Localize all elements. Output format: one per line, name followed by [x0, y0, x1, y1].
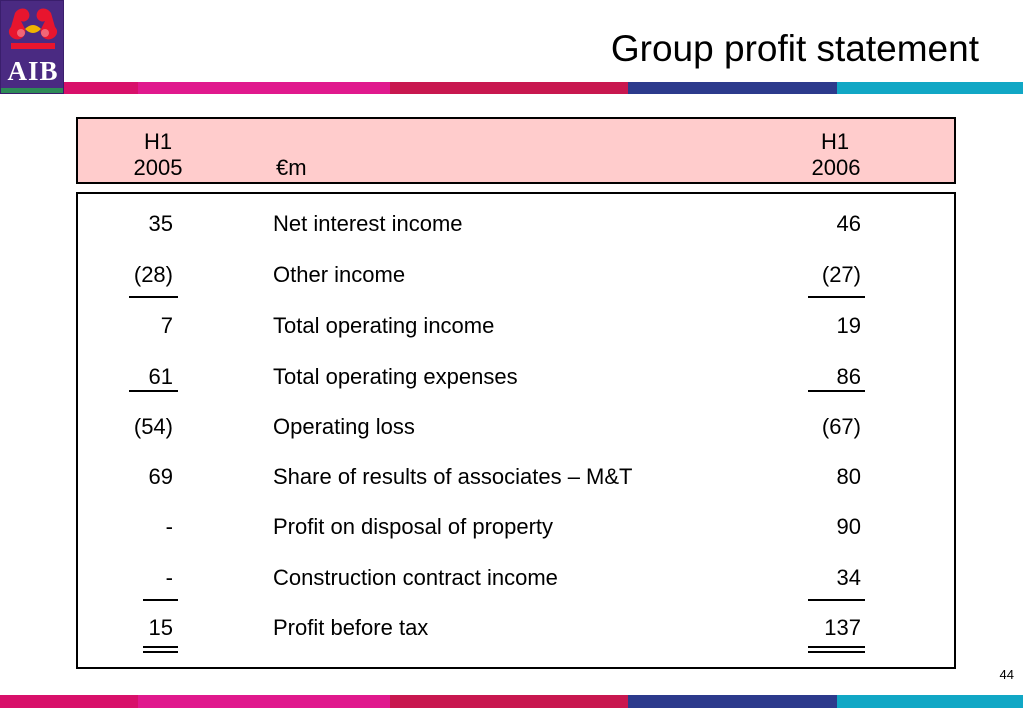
- value-2005-profit-before-tax: 15: [148, 615, 173, 640]
- value-2006-construction-contract-income: 34: [836, 565, 861, 590]
- label-share-of-results-associates: Share of results of associates – M&T: [273, 464, 633, 489]
- subtotal-rule-2006: [808, 390, 865, 392]
- logo-stripe: [1, 88, 63, 93]
- label-total-operating-income: Total operating income: [273, 313, 495, 338]
- color-bar-segment: [628, 82, 837, 94]
- value-2006-total-operating-expenses: 86: [836, 364, 861, 389]
- page-number: 44: [999, 667, 1014, 682]
- page-title: Group profit statement: [610, 28, 979, 69]
- color-bar-segment: [390, 82, 628, 94]
- header-unit: €m: [276, 155, 307, 180]
- total-double-rule-2005: [143, 651, 178, 653]
- subtotal-rule-2006: [808, 599, 865, 601]
- header-h1-2006-label: H1: [820, 129, 850, 154]
- header-h1-2005-label: H1: [143, 129, 173, 154]
- color-bar-segment: [138, 82, 390, 94]
- value-2005-net-interest-income: 35: [148, 211, 173, 236]
- value-2006-net-interest-income: 46: [836, 211, 861, 236]
- value-2005-share-of-results-associates: 69: [148, 464, 173, 489]
- total-double-rule-2005: [143, 646, 178, 648]
- aib-emblem-icon: [8, 8, 58, 49]
- color-bar-segment: [138, 695, 390, 708]
- subtotal-rule-2006: [808, 296, 865, 298]
- label-operating-loss: Operating loss: [273, 414, 415, 439]
- table-body: [76, 192, 956, 669]
- color-bar-segment: [0, 695, 138, 708]
- total-double-rule-2006: [808, 651, 865, 653]
- label-profit-before-tax: Profit before tax: [273, 615, 429, 640]
- header-2005-year: 2005: [133, 155, 183, 180]
- value-2006-total-operating-income: 19: [836, 313, 861, 338]
- value-2005-total-operating-expenses: 61: [148, 364, 173, 389]
- bottom-color-bar: [0, 695, 1023, 708]
- color-bar-segment: [837, 82, 1023, 94]
- label-other-income: Other income: [273, 262, 406, 287]
- logo-text: AIB: [7, 56, 59, 86]
- total-double-rule-2006: [808, 646, 865, 648]
- value-2005-other-income: (28): [133, 262, 173, 287]
- label-construction-contract-income: Construction contract income: [273, 565, 558, 590]
- value-2005-total-operating-income: 7: [160, 313, 173, 338]
- header-2006-year: 2006: [811, 155, 861, 180]
- value-2005-operating-loss: (54): [133, 414, 173, 439]
- value-2006-other-income: (27): [821, 262, 861, 287]
- value-2005-profit-on-disposal: -: [165, 514, 173, 539]
- subtotal-rule-2005: [129, 296, 178, 298]
- label-profit-on-disposal: Profit on disposal of property: [273, 514, 554, 539]
- color-bar-segment: [390, 695, 628, 708]
- label-total-operating-expenses: Total operating expenses: [273, 364, 518, 389]
- subtotal-rule-2005: [129, 390, 178, 392]
- aib-logo: AIB: [0, 0, 64, 94]
- table-header: [76, 117, 956, 184]
- value-2006-profit-on-disposal: 90: [836, 514, 861, 539]
- color-bar-segment: [628, 695, 837, 708]
- value-2006-operating-loss: (67): [821, 414, 861, 439]
- top-color-bar: [64, 82, 1023, 94]
- color-bar-segment: [837, 695, 1023, 708]
- label-net-interest-income: Net interest income: [273, 211, 463, 236]
- value-2005-construction-contract-income: -: [165, 565, 173, 590]
- value-2006-share-of-results-associates: 80: [836, 464, 861, 489]
- subtotal-rule-2005: [143, 599, 178, 601]
- color-bar-segment: [64, 82, 138, 94]
- value-2006-profit-before-tax: 137: [824, 615, 861, 640]
